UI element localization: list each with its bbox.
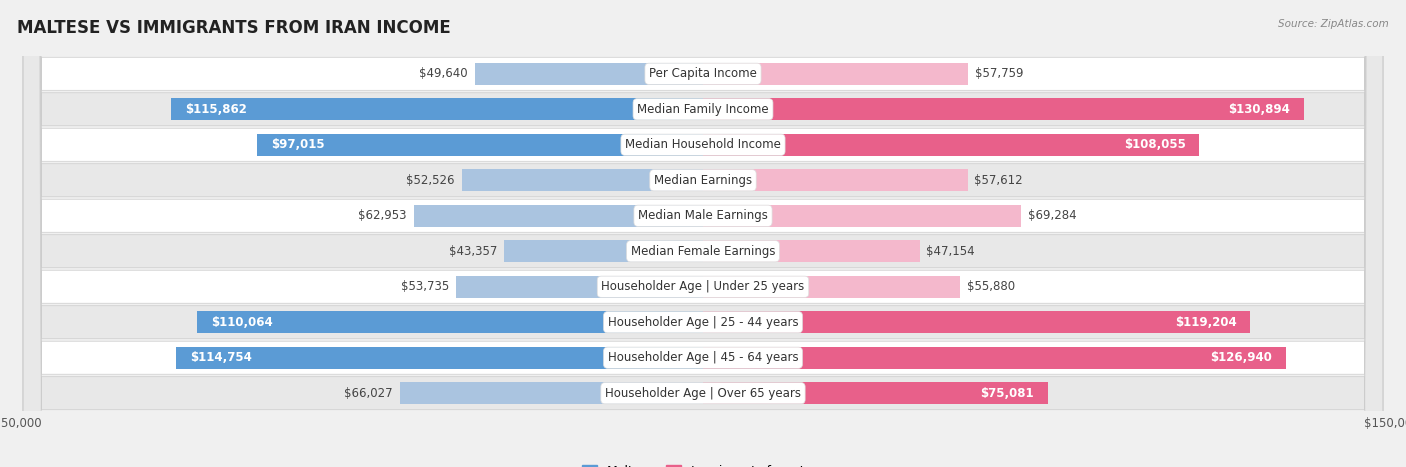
FancyBboxPatch shape (24, 0, 1382, 467)
Text: $62,953: $62,953 (359, 209, 406, 222)
Bar (257, 134, 703, 156)
Bar (703, 311, 1250, 333)
FancyBboxPatch shape (24, 0, 1382, 467)
Text: $114,754: $114,754 (190, 351, 252, 364)
Bar (197, 311, 703, 333)
Bar (703, 63, 969, 85)
FancyBboxPatch shape (24, 0, 1382, 467)
Bar (176, 347, 703, 369)
Text: Householder Age | 25 - 44 years: Householder Age | 25 - 44 years (607, 316, 799, 329)
FancyBboxPatch shape (24, 0, 1382, 467)
Bar (413, 205, 703, 227)
Bar (399, 382, 703, 404)
FancyBboxPatch shape (24, 0, 1382, 467)
Text: $53,735: $53,735 (401, 280, 450, 293)
Text: Median Earnings: Median Earnings (654, 174, 752, 187)
Bar (703, 134, 1199, 156)
Bar (475, 63, 703, 85)
Bar (456, 276, 703, 298)
Text: $119,204: $119,204 (1175, 316, 1237, 329)
Text: $47,154: $47,154 (927, 245, 976, 258)
Text: $43,357: $43,357 (449, 245, 496, 258)
Text: $69,284: $69,284 (1028, 209, 1077, 222)
Text: $52,526: $52,526 (406, 174, 456, 187)
Text: Median Family Income: Median Family Income (637, 103, 769, 116)
Bar (703, 382, 1047, 404)
Text: Householder Age | 45 - 64 years: Householder Age | 45 - 64 years (607, 351, 799, 364)
Text: $75,081: $75,081 (980, 387, 1033, 400)
FancyBboxPatch shape (24, 0, 1382, 467)
Text: Median Male Earnings: Median Male Earnings (638, 209, 768, 222)
FancyBboxPatch shape (24, 0, 1382, 467)
FancyBboxPatch shape (24, 0, 1382, 467)
Text: $49,640: $49,640 (419, 67, 468, 80)
Bar (703, 240, 920, 262)
Bar (703, 169, 967, 191)
Bar (703, 276, 960, 298)
Text: $115,862: $115,862 (184, 103, 246, 116)
Bar (703, 98, 1305, 120)
Bar (503, 240, 703, 262)
Text: Householder Age | Over 65 years: Householder Age | Over 65 years (605, 387, 801, 400)
Text: Source: ZipAtlas.com: Source: ZipAtlas.com (1278, 19, 1389, 28)
Text: Median Female Earnings: Median Female Earnings (631, 245, 775, 258)
Bar (461, 169, 703, 191)
Text: $108,055: $108,055 (1123, 138, 1185, 151)
Text: $97,015: $97,015 (271, 138, 325, 151)
Text: Median Household Income: Median Household Income (626, 138, 780, 151)
Bar (703, 347, 1286, 369)
Bar (703, 205, 1021, 227)
Bar (172, 98, 703, 120)
Text: $130,894: $130,894 (1229, 103, 1291, 116)
Text: Householder Age | Under 25 years: Householder Age | Under 25 years (602, 280, 804, 293)
Text: $55,880: $55,880 (966, 280, 1015, 293)
Text: $57,759: $57,759 (976, 67, 1024, 80)
FancyBboxPatch shape (24, 0, 1382, 467)
Text: Per Capita Income: Per Capita Income (650, 67, 756, 80)
FancyBboxPatch shape (24, 0, 1382, 467)
Text: MALTESE VS IMMIGRANTS FROM IRAN INCOME: MALTESE VS IMMIGRANTS FROM IRAN INCOME (17, 19, 450, 37)
Legend: Maltese, Immigrants from Iran: Maltese, Immigrants from Iran (576, 460, 830, 467)
Text: $57,612: $57,612 (974, 174, 1024, 187)
Text: $126,940: $126,940 (1211, 351, 1272, 364)
Text: $66,027: $66,027 (344, 387, 392, 400)
Text: $110,064: $110,064 (211, 316, 273, 329)
